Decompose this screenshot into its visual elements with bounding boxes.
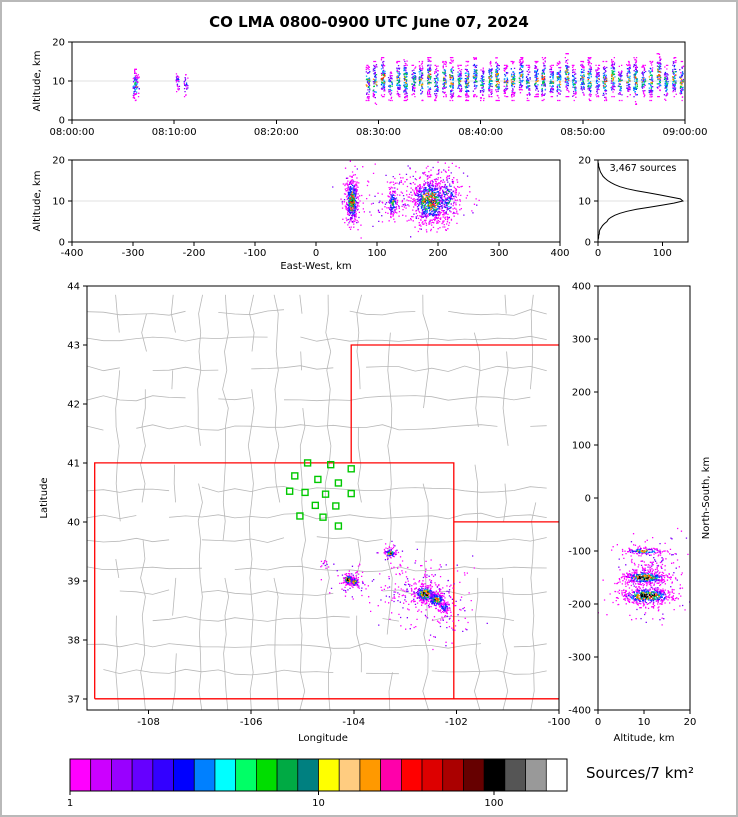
svg-text:Latitude: Latitude (39, 477, 50, 518)
county-boundaries (87, 295, 547, 710)
svg-text:-100: -100 (244, 248, 267, 259)
svg-text:-400: -400 (61, 248, 84, 259)
svg-text:300: 300 (572, 335, 591, 346)
svg-text:38: 38 (67, 635, 80, 646)
svg-text:0: 0 (313, 248, 319, 259)
svg-text:-200: -200 (568, 600, 591, 611)
svg-text:08:40:00: 08:40:00 (458, 127, 503, 138)
lma-station-markers (285, 459, 355, 530)
svg-text:-100: -100 (548, 717, 571, 728)
svg-text:-300: -300 (568, 653, 591, 664)
svg-text:-400: -400 (568, 706, 591, 717)
svg-text:10: 10 (52, 197, 65, 208)
svg-text:400: 400 (572, 282, 591, 293)
svg-text:0: 0 (59, 116, 65, 127)
svg-text:0: 0 (595, 717, 601, 728)
svg-text:39: 39 (67, 576, 80, 587)
svg-text:44: 44 (67, 282, 80, 293)
svg-text:East-West, km: East-West, km (280, 261, 351, 272)
svg-text:200: 200 (572, 388, 591, 399)
state-borders (94, 344, 559, 700)
svg-text:08:30:00: 08:30:00 (356, 127, 401, 138)
svg-text:10: 10 (312, 798, 325, 809)
svg-text:-100: -100 (568, 547, 591, 558)
svg-text:42: 42 (67, 399, 80, 410)
panel-time-height: Altitude, km (32, 41, 686, 124)
svg-text:-108: -108 (137, 717, 160, 728)
svg-text:20: 20 (684, 717, 697, 728)
colorbar (69, 758, 568, 795)
plot-title: CO LMA 0800-0900 UTC June 07, 2024 (209, 13, 529, 31)
svg-text:08:50:00: 08:50:00 (560, 127, 605, 138)
svg-text:10: 10 (578, 197, 591, 208)
svg-text:1: 1 (67, 798, 73, 809)
svg-text:20: 20 (52, 156, 65, 167)
svg-text:Altitude, km: Altitude, km (32, 51, 43, 112)
svg-text:0: 0 (585, 494, 591, 505)
svg-text:Longitude: Longitude (298, 733, 348, 744)
svg-text:-106: -106 (240, 717, 263, 728)
svg-text:0: 0 (59, 238, 65, 249)
svg-text:0: 0 (595, 248, 601, 259)
svg-text:-300: -300 (122, 248, 145, 259)
svg-text:10: 10 (52, 77, 65, 88)
svg-text:300: 300 (489, 248, 508, 259)
panel-map: Latitude (39, 285, 560, 714)
svg-text:Altitude, km: Altitude, km (32, 171, 43, 232)
svg-text:400: 400 (550, 248, 569, 259)
svg-text:08:10:00: 08:10:00 (152, 127, 197, 138)
svg-text:37: 37 (67, 694, 80, 705)
svg-text:3,467 sources: 3,467 sources (610, 163, 677, 174)
colorbar-label: Sources/7 km² (586, 764, 695, 782)
svg-text:20: 20 (578, 156, 591, 167)
svg-text:-102: -102 (445, 717, 468, 728)
svg-text:Altitude, km: Altitude, km (614, 733, 675, 744)
panel-ns-height: North-South, km (594, 285, 712, 714)
svg-text:-200: -200 (183, 248, 206, 259)
svg-text:200: 200 (428, 248, 447, 259)
svg-text:100: 100 (484, 798, 503, 809)
panel-ew-height: Altitude, km (32, 159, 561, 246)
svg-text:0: 0 (585, 238, 591, 249)
panel-altitude-histogram (594, 159, 689, 246)
svg-text:100: 100 (653, 248, 672, 259)
svg-text:41: 41 (67, 458, 80, 469)
svg-text:09:00:00: 09:00:00 (663, 127, 708, 138)
svg-text:North-South, km: North-South, km (701, 457, 712, 540)
svg-text:43: 43 (67, 340, 80, 351)
svg-text:08:00:00: 08:00:00 (50, 127, 95, 138)
svg-text:100: 100 (572, 441, 591, 452)
svg-text:40: 40 (67, 517, 80, 528)
svg-text:20: 20 (52, 38, 65, 49)
svg-text:-104: -104 (342, 717, 365, 728)
svg-text:08:20:00: 08:20:00 (254, 127, 299, 138)
svg-text:100: 100 (367, 248, 386, 259)
svg-text:10: 10 (638, 717, 651, 728)
